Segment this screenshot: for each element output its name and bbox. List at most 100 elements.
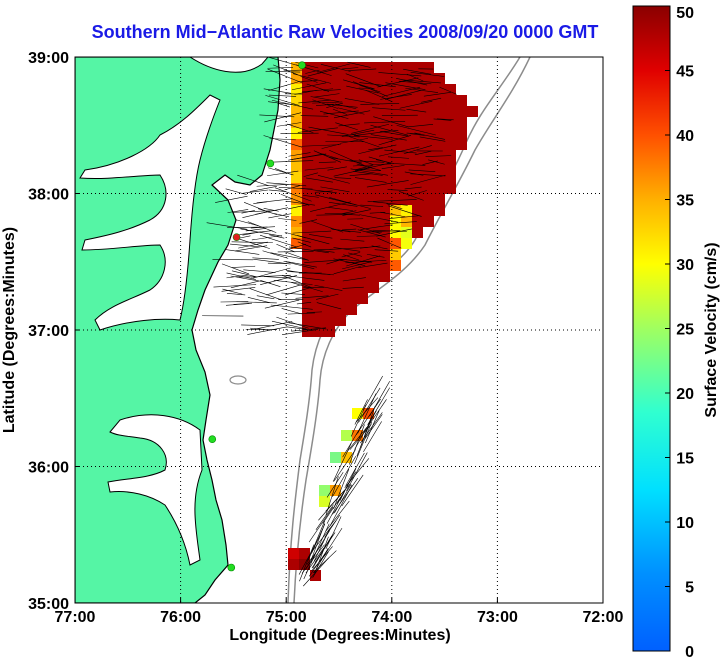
velocity-vector xyxy=(316,249,335,253)
velocity-cell xyxy=(302,249,313,260)
velocity-vector xyxy=(310,523,330,563)
velocity-vector xyxy=(354,165,373,171)
velocity-vector xyxy=(231,265,256,268)
colorbar xyxy=(632,5,671,652)
velocity-vector xyxy=(277,251,314,253)
velocity-vector xyxy=(260,280,281,287)
velocity-vector xyxy=(379,130,399,133)
x-tick-label: 72:00 xyxy=(583,609,624,626)
velocity-vector xyxy=(357,393,377,434)
velocity-cell xyxy=(401,73,412,84)
velocity-cell xyxy=(335,172,346,183)
velocity-vectors xyxy=(202,57,457,587)
velocity-vector xyxy=(243,269,276,273)
velocity-cell xyxy=(357,205,368,216)
velocity-cell xyxy=(412,139,423,150)
velocity-vector xyxy=(286,200,315,206)
velocity-vector xyxy=(241,324,275,327)
colorbar-tick-label: 20 xyxy=(676,386,694,403)
velocity-cell xyxy=(335,271,346,282)
velocity-cell xyxy=(335,315,346,326)
velocity-cell xyxy=(434,128,445,139)
velocity-cell xyxy=(346,194,357,205)
velocity-cell xyxy=(346,95,357,106)
velocity-vector xyxy=(373,116,410,128)
velocity-vector xyxy=(354,421,373,465)
velocity-vector xyxy=(423,91,451,97)
velocity-vector xyxy=(221,263,250,275)
velocity-cell xyxy=(423,205,434,216)
velocity-cell xyxy=(357,271,368,282)
velocity-vector xyxy=(325,516,342,550)
velocity-cell xyxy=(324,128,335,139)
velocity-cell xyxy=(401,150,412,161)
velocity-cell xyxy=(357,117,368,128)
velocity-vector xyxy=(262,250,289,259)
velocity-vector xyxy=(304,272,334,276)
velocity-cell xyxy=(313,62,324,73)
velocity-vector xyxy=(343,254,360,261)
velocity-cell xyxy=(346,117,357,128)
velocity-vector xyxy=(364,414,383,440)
velocity-vector xyxy=(286,270,305,274)
velocity-vector xyxy=(312,551,329,578)
velocity-vector xyxy=(291,327,327,332)
bathymetry-line xyxy=(229,375,247,385)
velocity-cell xyxy=(434,150,445,161)
velocity-cell xyxy=(313,139,324,150)
velocity-cell xyxy=(313,227,324,238)
velocity-cell xyxy=(346,282,357,293)
velocity-cell xyxy=(291,161,302,172)
velocity-cell xyxy=(445,128,456,139)
velocity-vector xyxy=(323,110,359,115)
velocity-vector xyxy=(318,161,337,163)
colorbar-label: Surface Velocity (cm/s) xyxy=(703,242,720,417)
velocity-cell xyxy=(335,95,346,106)
velocity-cell xyxy=(434,172,445,183)
velocity-vector xyxy=(291,282,323,293)
velocity-vector xyxy=(340,210,357,215)
velocity-vector xyxy=(263,135,303,148)
velocity-cell xyxy=(335,183,346,194)
velocity-vector xyxy=(355,398,381,436)
velocity-cell xyxy=(368,194,379,205)
velocity-vector xyxy=(332,478,359,515)
velocity-vector xyxy=(334,484,352,514)
velocity-vector xyxy=(433,118,452,121)
velocity-vector xyxy=(347,61,371,68)
velocity-vector xyxy=(367,200,408,206)
velocity-cell xyxy=(401,106,412,117)
velocity-cell xyxy=(291,95,302,106)
velocity-cell xyxy=(390,249,401,260)
velocity-cell xyxy=(313,260,324,271)
velocity-vector xyxy=(410,173,446,177)
velocity-vector xyxy=(406,73,424,82)
colorbar-tick-label: 15 xyxy=(676,451,694,468)
velocity-vector xyxy=(225,249,260,255)
velocity-vector xyxy=(274,187,312,202)
velocity-vector xyxy=(263,88,292,94)
velocity-cell xyxy=(299,548,310,559)
velocity-vector xyxy=(295,295,329,299)
delaware-bay xyxy=(189,57,269,73)
velocity-cell xyxy=(324,139,335,150)
velocity-vector xyxy=(333,266,361,275)
velocity-cell xyxy=(434,161,445,172)
velocity-cell xyxy=(291,216,302,227)
velocity-vector xyxy=(350,223,381,234)
velocity-cell xyxy=(423,216,434,227)
velocity-vector xyxy=(366,253,385,258)
velocity-vector xyxy=(314,532,336,563)
velocity-cell xyxy=(390,106,401,117)
colorbar-tick-label: 30 xyxy=(676,257,694,274)
velocity-cell xyxy=(357,161,368,172)
velocity-cell xyxy=(412,172,423,183)
velocity-cell xyxy=(302,172,313,183)
velocity-cell xyxy=(401,194,412,205)
velocity-vector xyxy=(315,504,334,530)
velocity-vector xyxy=(283,251,310,261)
velocity-vector xyxy=(323,89,341,92)
velocity-vector xyxy=(369,212,386,214)
velocity-vector xyxy=(404,186,422,190)
velocity-cell xyxy=(412,62,423,73)
